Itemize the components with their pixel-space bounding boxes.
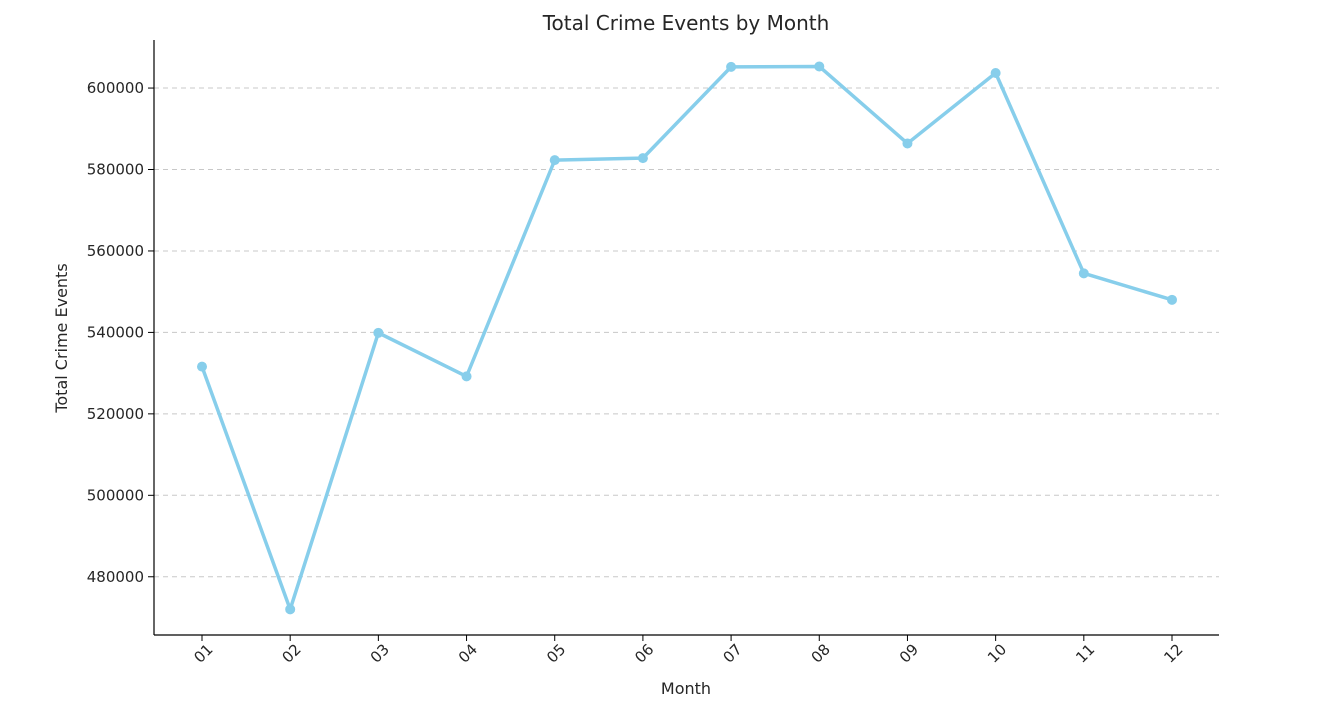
x-tick-label: 10 (984, 640, 1010, 666)
series-line (200, 64, 1174, 612)
x-tick-label: 03 (367, 640, 393, 666)
data-point (549, 155, 560, 166)
data-point (990, 67, 1001, 78)
y-tick-label: 560000 (87, 242, 144, 260)
y-ticks: 480000 500000 520000 540000 560000 580000 6000… (87, 79, 154, 586)
gridlines (154, 87, 1219, 578)
x-tick-label: 04 (455, 640, 481, 666)
y-tick-label: 600000 (87, 79, 144, 97)
x-ticks: 01 02 03 04 05 06 07 08 09 10 11 12 (190, 635, 1187, 667)
data-point (1167, 294, 1177, 305)
data-point (461, 371, 472, 382)
data-point (637, 153, 648, 164)
y-tick-label: 500000 (87, 486, 144, 504)
data-point (197, 361, 207, 372)
x-tick-label: 12 (1160, 640, 1186, 666)
y-tick-label: 520000 (87, 405, 144, 423)
x-tick-label: 05 (543, 640, 569, 666)
x-tick-label: 08 (808, 640, 834, 666)
y-tick-label: 540000 (87, 323, 144, 341)
axes (153, 40, 1219, 636)
data-point (726, 61, 737, 72)
data-point (285, 604, 296, 615)
x-tick-label: 01 (190, 640, 216, 666)
chart-title: Total Crime Events by Month (542, 11, 830, 35)
data-point (902, 138, 913, 149)
series (197, 61, 1177, 615)
data-point (814, 61, 825, 72)
x-tick-label: 02 (279, 640, 305, 666)
y-tick-label: 580000 (87, 161, 144, 179)
x-tick-label: 07 (719, 640, 745, 666)
x-axis-label: Month (661, 679, 711, 698)
y-tick-label: 480000 (87, 568, 144, 586)
y-axis-label: Total Crime Events (52, 263, 71, 413)
data-point (1078, 268, 1089, 279)
x-tick-label: 09 (896, 640, 922, 666)
x-tick-label: 11 (1072, 640, 1098, 666)
x-tick-label: 06 (631, 640, 657, 666)
data-point (373, 327, 384, 338)
